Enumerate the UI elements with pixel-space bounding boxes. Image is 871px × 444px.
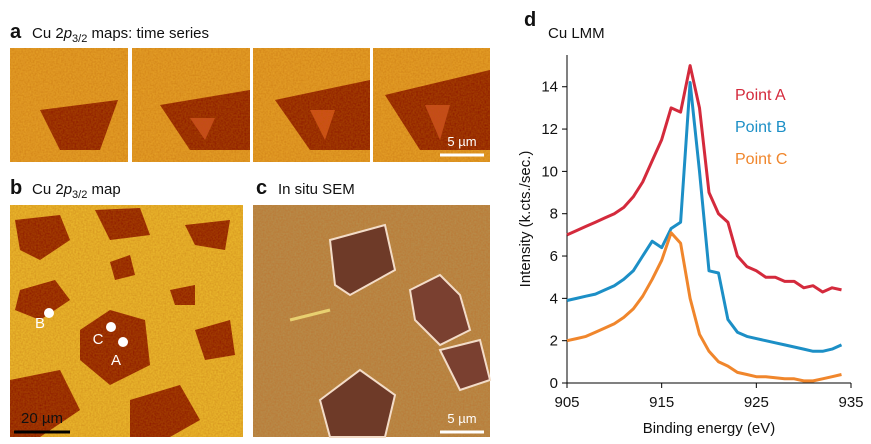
panel-title: Cu 2p3/2 maps: time series [32, 25, 209, 45]
legend-entry: Point A [735, 87, 786, 104]
chart-title: Cu LMM [548, 25, 605, 42]
y-tick-label: 8 [550, 206, 558, 223]
scale-label: 5 µm [447, 411, 476, 426]
legend-entry: Point C [735, 151, 787, 168]
y-tick-label: 14 [541, 79, 558, 96]
x-tick-label: 915 [649, 394, 674, 411]
scale-label: 5 µm [447, 134, 476, 149]
legend-entry: Point B [735, 119, 787, 136]
sem-image [253, 205, 490, 437]
y-tick-label: 0 [550, 375, 558, 392]
y-tick-label: 2 [550, 333, 558, 350]
x-tick-label: 905 [554, 394, 579, 411]
y-tick-label: 12 [541, 121, 558, 138]
panel-label: b [10, 177, 22, 199]
y-axis-label: Intensity (k.cts./sec.) [517, 151, 534, 288]
point-label: C [93, 331, 104, 348]
x-tick-label: 925 [744, 394, 769, 411]
scale-label: 20 µm [21, 410, 63, 427]
point-marker [106, 322, 116, 332]
chart: 0 2 4 6 8 10 12 14 905 915 925 935 Binding energy (e… [517, 55, 864, 437]
panel-label: c [256, 177, 267, 199]
panel-title: In situ SEM [278, 181, 355, 198]
figure: a Cu 2p3/2 maps: time series 5 µm b Cu 2… [0, 0, 871, 439]
panel-label: a [10, 21, 22, 43]
point-marker [118, 337, 128, 347]
y-tick-label: 10 [541, 163, 558, 180]
point-label: B [35, 315, 45, 332]
x-tick-label: 935 [838, 394, 863, 411]
map-series [10, 48, 490, 162]
x-axis-label: Binding energy (eV) [643, 420, 776, 437]
y-tick-label: 6 [550, 248, 558, 265]
series-line [567, 66, 842, 292]
y-tick-label: 4 [550, 290, 558, 307]
panel-title: Cu 2p3/2 map [32, 181, 121, 201]
point-marker [44, 308, 54, 318]
panel-label: d [524, 9, 536, 31]
series-line [567, 233, 842, 381]
point-label: A [111, 352, 121, 369]
